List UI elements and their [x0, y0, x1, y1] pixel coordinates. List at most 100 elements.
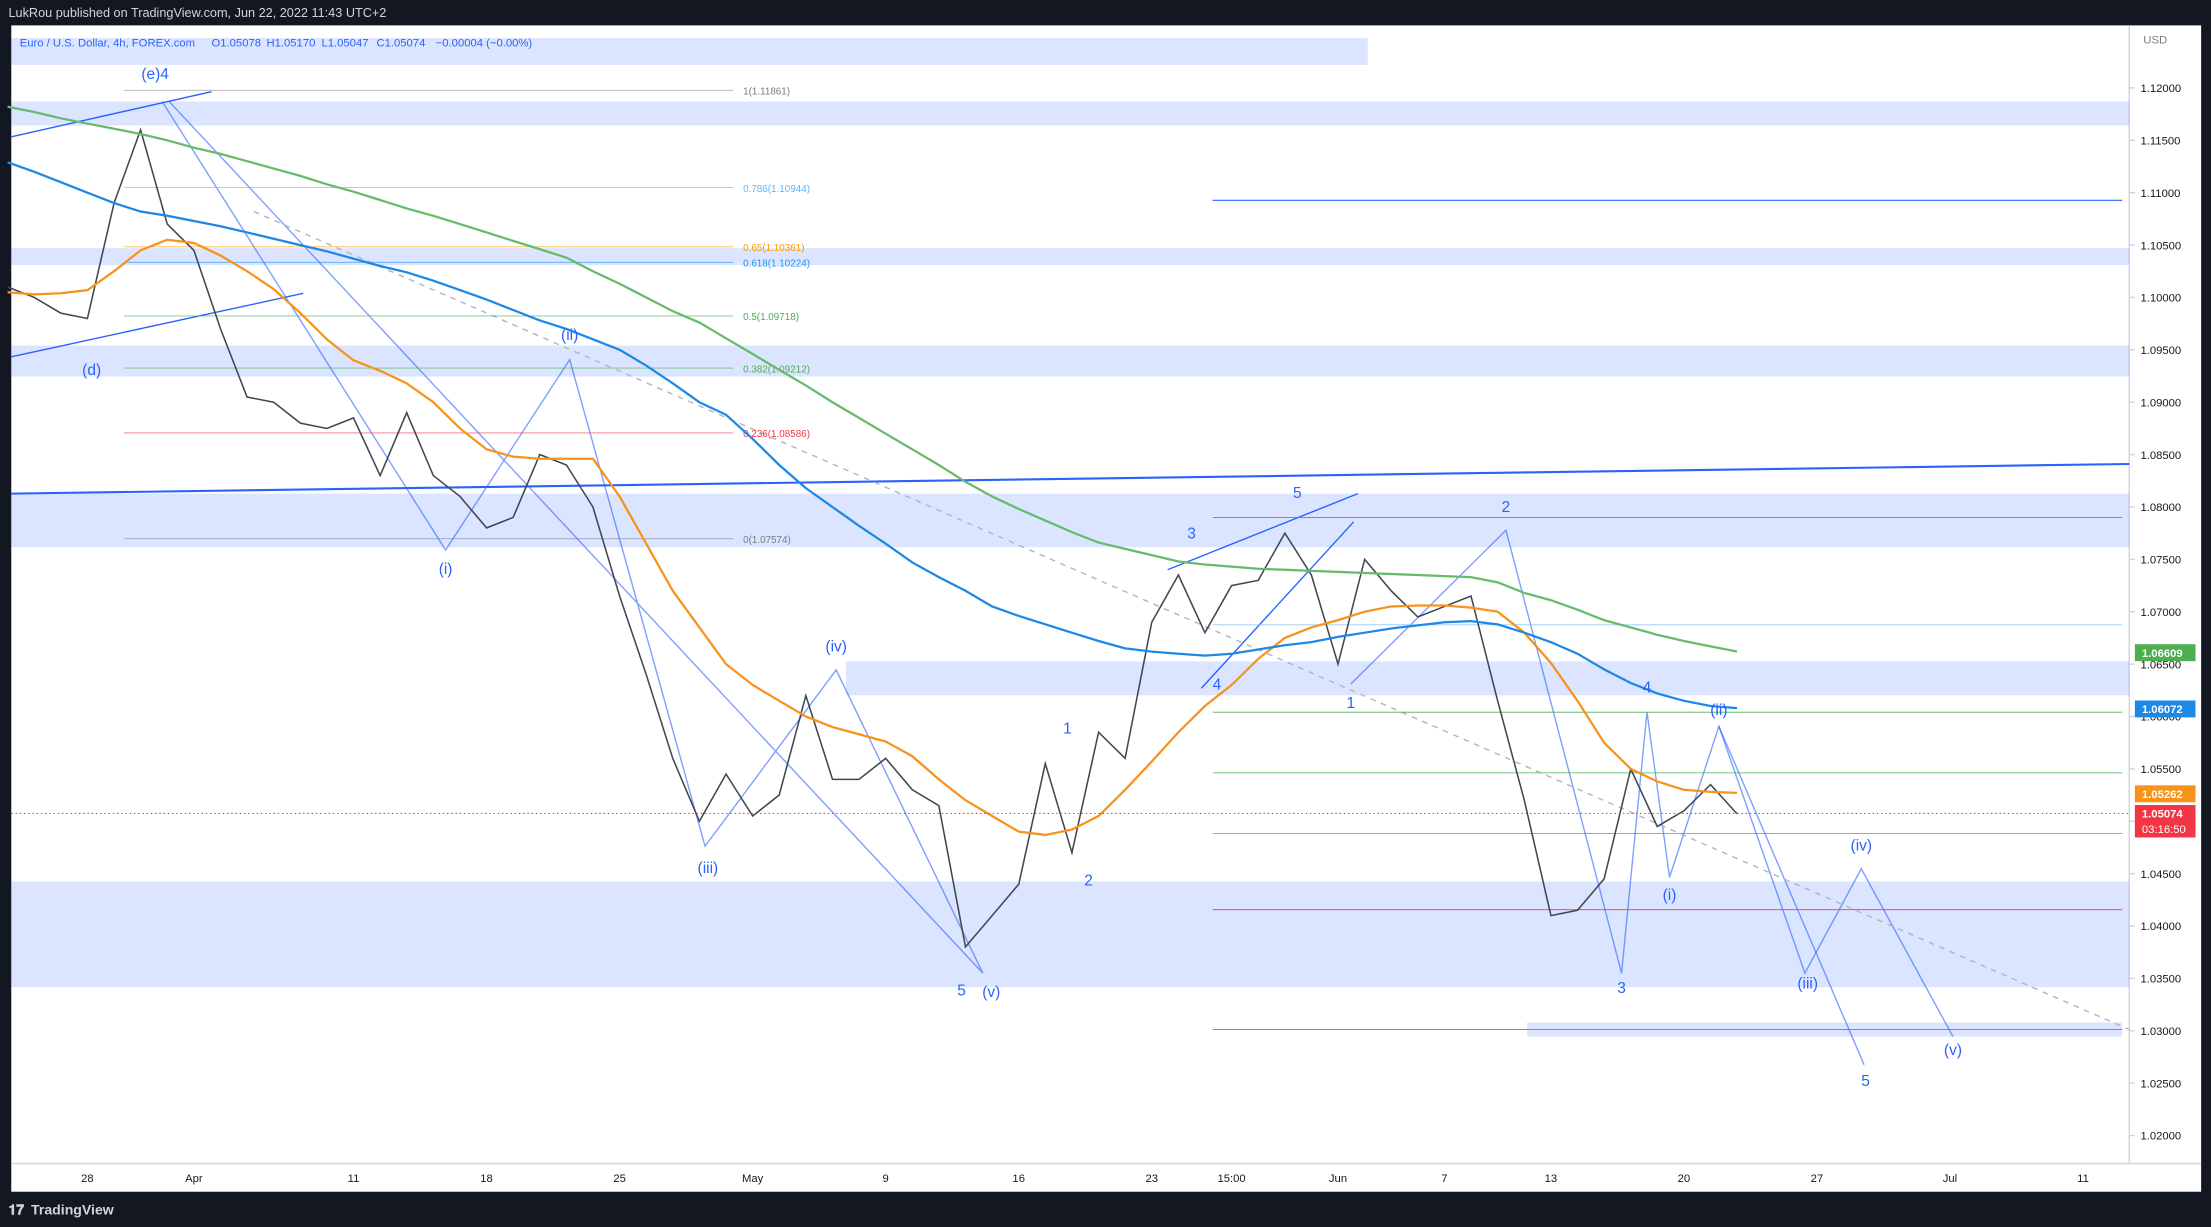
price-tag: [2134, 644, 2196, 662]
x-tick-label: 20: [1678, 1173, 1691, 1185]
wave-label: 5: [1293, 485, 1302, 502]
x-tick-label: May: [742, 1173, 764, 1185]
price-tag: [2134, 785, 2196, 803]
wave-label: (i): [1663, 887, 1677, 904]
wave-label: (v): [1944, 1042, 1962, 1059]
fib-label: 0(1.07574): [743, 535, 791, 546]
y-tick-label: 1.12000: [2140, 83, 2181, 95]
y-tick-label: 1.11000: [2140, 188, 2180, 200]
trendline: [1167, 492, 1359, 571]
wave-label: 5: [957, 983, 966, 1000]
y-tick-label: 1.09000: [2140, 397, 2181, 409]
zones: [11, 38, 2130, 1037]
brand: TradingView: [31, 1201, 114, 1217]
wave-label: (i): [439, 561, 453, 578]
y-tick-label: 1.02500: [2140, 1078, 2181, 1090]
y-tick-label: 1.06500: [2140, 659, 2181, 671]
wave-label: 1: [1063, 720, 1072, 737]
zone: [846, 661, 2130, 696]
ohlc-value: H1.05170: [267, 38, 316, 50]
trendline: [11, 462, 2130, 495]
x-tick-label: 15:00: [1217, 1173, 1245, 1185]
x-tick-label: 18: [480, 1173, 493, 1185]
x-tick-label: Jul: [1943, 1173, 1957, 1185]
wave-label: (v): [982, 984, 1000, 1001]
moving-average: [7, 161, 1738, 710]
zone: [11, 38, 1368, 65]
wave-label: (iii): [1797, 976, 1818, 993]
y-tick-label: 1.10500: [2140, 240, 2181, 252]
y-tick-label: 1.04500: [2140, 869, 2181, 881]
price-tag-label: 1.06072: [2142, 704, 2183, 716]
x-tick-label: Jun: [1329, 1173, 1347, 1185]
x-tick-label: 11: [348, 1173, 360, 1185]
y-tick-label: 1.07000: [2140, 607, 2181, 619]
plot-bg: [11, 25, 2202, 1192]
wave-label: (e)4: [141, 66, 169, 83]
trendline: [11, 90, 212, 138]
wave-label: 4: [1213, 677, 1222, 694]
fib-label: 0.618(1.10224): [743, 259, 810, 270]
wave-path: [161, 101, 984, 974]
y-tick-label: 1.05500: [2140, 764, 2181, 776]
y-tick-label: 1.08500: [2140, 450, 2181, 462]
x-tick-label: 7: [1441, 1173, 1447, 1185]
x-tick-label: 16: [1012, 1173, 1025, 1185]
wave-path: [1718, 726, 1865, 1066]
logo: 𝟏𝟕: [8, 1201, 24, 1217]
y-tick-label: 1.03500: [2140, 974, 2181, 986]
wave-label: 3: [1187, 526, 1196, 543]
wave-label: (iv): [825, 639, 847, 656]
x-tick-label: 9: [883, 1173, 889, 1185]
y-tick-label: 1.07500: [2140, 555, 2181, 567]
price-tag-label: 1.06609: [2142, 648, 2183, 660]
x-tick-label: 11: [2077, 1173, 2089, 1185]
x-tick-label: 25: [613, 1173, 626, 1185]
publisher: LukRou published on TradingView.com, Jun…: [8, 6, 386, 20]
ohlc-value: O1.05078: [212, 38, 261, 50]
fib-label: 0.65(1.10361): [743, 243, 804, 254]
y-tick-label: 1.09500: [2140, 345, 2181, 357]
trendline: [11, 292, 304, 358]
y-tick-label: 1.03000: [2140, 1026, 2181, 1038]
zone: [11, 881, 2130, 988]
fib-label: 0.5(1.09718): [743, 312, 799, 323]
drawings: [11, 90, 2130, 1066]
ohlc-value: −0.00004 (−0.00%): [436, 38, 533, 50]
ohlc-value: L1.05047: [321, 38, 368, 50]
wave-label: 2: [1084, 873, 1093, 890]
ohlc-value: C1.05074: [376, 38, 425, 50]
x-tick-label: Apr: [185, 1173, 203, 1185]
wave-label: (d): [82, 362, 101, 379]
y-tick-label: 1.10000: [2140, 293, 2181, 305]
x-tick-label: 28: [81, 1173, 94, 1185]
moving-average: [7, 105, 1738, 653]
fib-label: 1(1.11861): [743, 86, 790, 97]
wave-label: 5: [1861, 1073, 1870, 1090]
zone: [11, 248, 2130, 266]
currency: USD: [2143, 35, 2167, 47]
fib-label: 0.786(1.10944): [743, 184, 810, 195]
wave-label: 4: [1643, 679, 1652, 696]
moving-average: [7, 238, 1738, 837]
fib-label: 0.236(1.08586): [743, 429, 810, 440]
y-tick-label: 1.04000: [2140, 921, 2181, 933]
symbol: Euro / U.S. Dollar, 4h, FOREX.com: [20, 38, 195, 50]
price-tag-label: 1.05262: [2142, 789, 2183, 801]
wave-label: (iv): [1851, 837, 1873, 854]
zone: [11, 101, 2130, 126]
countdown: 03:16:50: [2142, 824, 2186, 836]
zone: [11, 345, 2130, 377]
price-tag-label: 1.05074: [2142, 809, 2183, 821]
wave-label: (iii): [698, 860, 719, 877]
x-tick-label: 23: [1145, 1173, 1158, 1185]
x-tick-label: 27: [1811, 1173, 1824, 1185]
zone: [11, 493, 2130, 548]
dashed-trend: [253, 210, 2130, 1031]
wave-label: (ii): [1710, 702, 1727, 719]
wave-label: 2: [1502, 499, 1511, 516]
wave-label: (ii): [561, 327, 578, 344]
wave-label: 3: [1617, 980, 1626, 997]
